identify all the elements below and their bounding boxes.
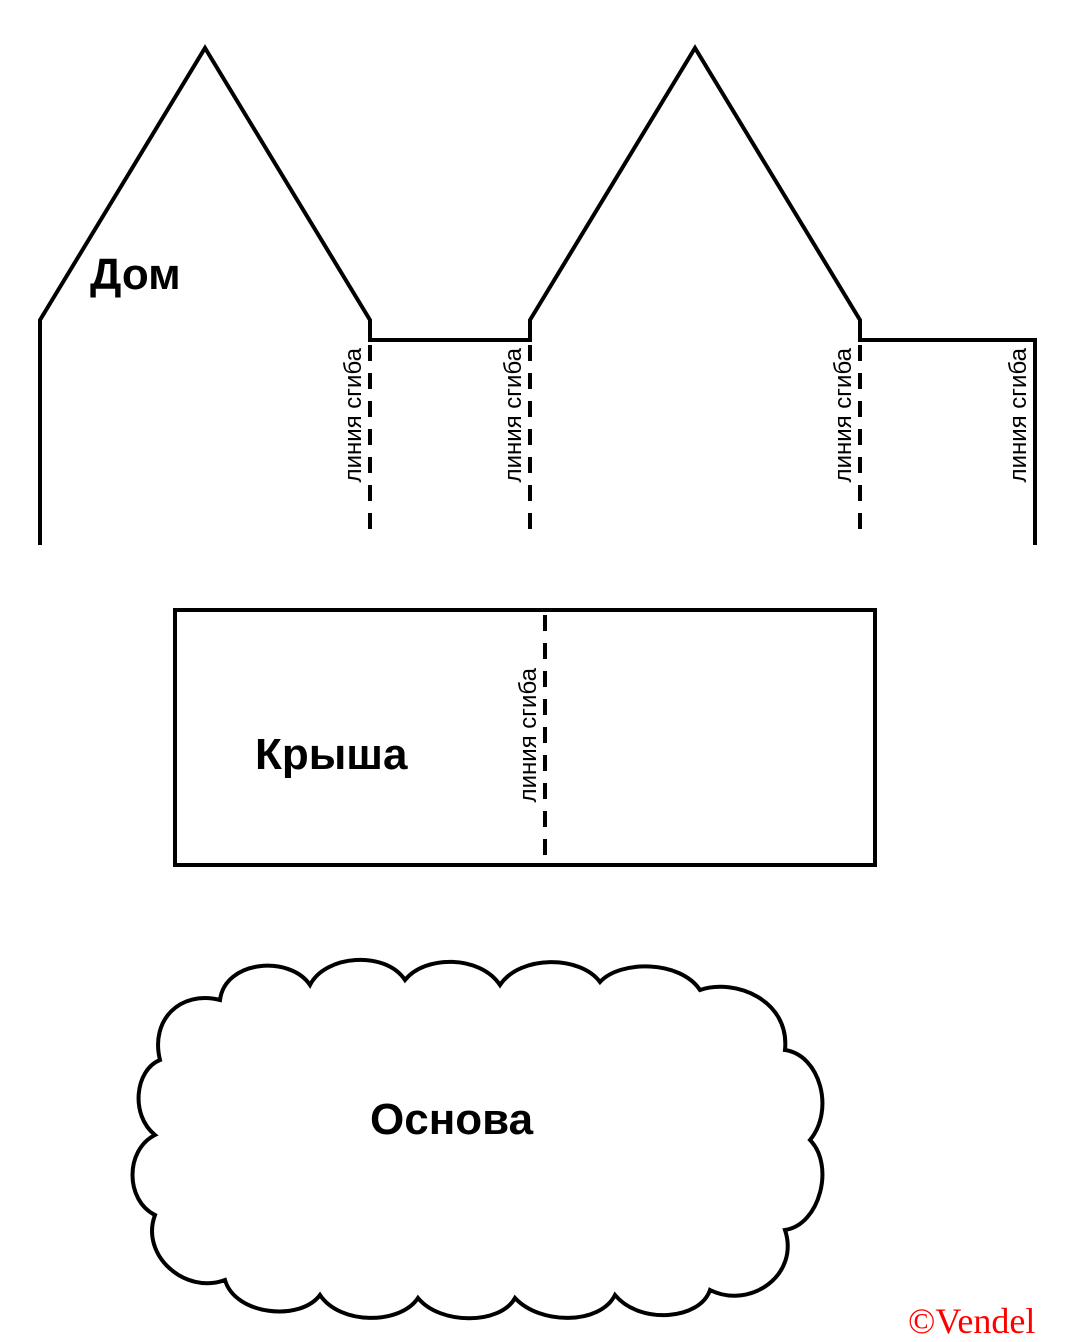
fold-label: линия сгиба bbox=[1005, 348, 1033, 482]
house-label: Дом bbox=[90, 250, 181, 300]
roof-label: Крыша bbox=[255, 730, 407, 780]
fold-label: линия сгиба bbox=[500, 348, 528, 482]
fold-label: линия сгиба bbox=[515, 668, 543, 802]
fold-label: линия сгиба bbox=[340, 348, 368, 482]
base-label: Основа bbox=[370, 1095, 533, 1145]
fold-label: линия сгиба bbox=[830, 348, 858, 482]
house-outline bbox=[40, 48, 1035, 545]
